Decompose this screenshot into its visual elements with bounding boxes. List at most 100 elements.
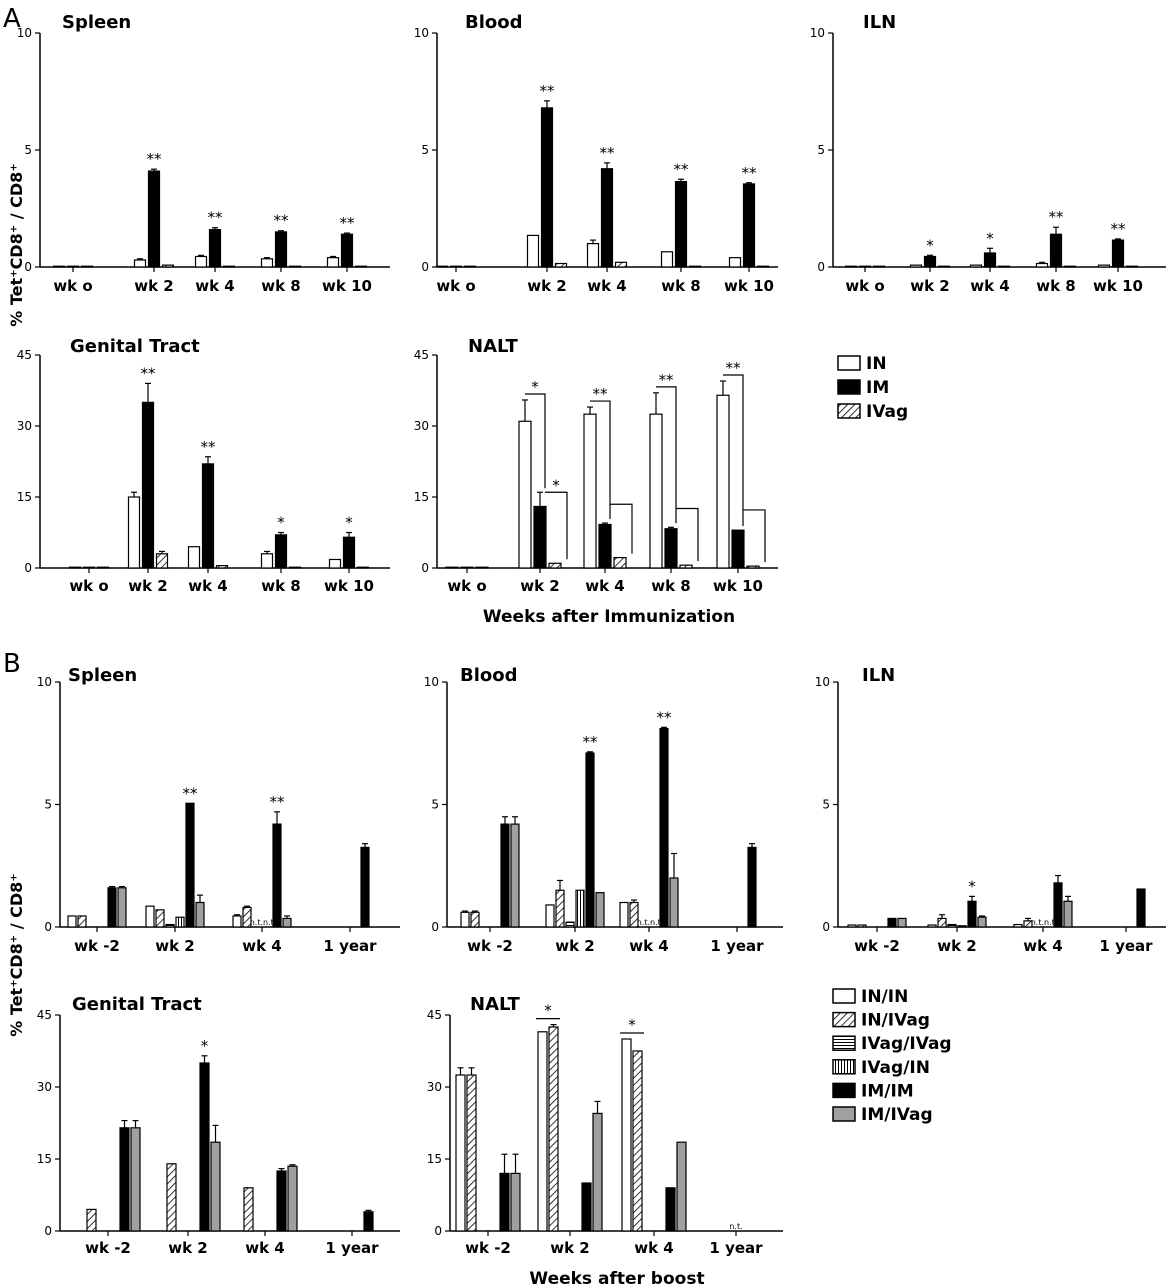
bar-im-im (272, 823, 282, 928)
legend-swatch-ivag (837, 403, 861, 419)
category-label: wk 2 (168, 1239, 208, 1257)
significance-label: ** (726, 359, 742, 377)
y-tick-label: 10 (810, 26, 825, 40)
bar-in (326, 257, 340, 268)
significance-label: * (201, 1037, 209, 1055)
bar-in-ivag (466, 1074, 477, 1232)
chart-a-spleen: Spleen 0 5 10 wk o wk 2 ** wk 4 ** wk 8 ** wk 10 ** (17, 12, 390, 295)
chart-b-nalt: NALT 0 15 30 45 wk -2 wk 2 * wk 4 * 1 year n.t. (427, 994, 783, 1257)
bar-im-im (665, 1187, 676, 1232)
bar-ivag (613, 556, 627, 569)
bar-in-ivag (86, 1208, 97, 1232)
bar-im (600, 168, 614, 268)
legend-a: IN IM IVag (837, 354, 908, 422)
significance-label: * (552, 476, 560, 494)
category-label: wk 2 (550, 1239, 590, 1257)
chart-b-iln: ILN 0 5 10 wk -2 wk 2 * wk 4 n.t.n.t. 1 year (815, 665, 1166, 955)
bar-ivag (1125, 265, 1139, 268)
bar-ivag (288, 566, 302, 569)
legend-label-im-im: IM/IM (861, 1081, 914, 1101)
bar-in (969, 264, 983, 268)
significance-label: ** (1049, 208, 1065, 226)
bar-ivag (288, 265, 302, 268)
bar-ivag (215, 565, 229, 569)
y-tick-label: 10 (424, 675, 439, 689)
chart-b-genital-tract: Genital Tract 0 15 30 45 wk -2 wk 2 * wk 4 1 year (37, 994, 400, 1257)
bar-im-ivag (676, 1141, 687, 1232)
bar-in-ivag (937, 917, 947, 928)
category-label: wk 2 (555, 937, 595, 955)
bar-im-im (500, 823, 510, 928)
x-axis-label-a: Weeks after Immunization (483, 607, 735, 627)
bar-in (260, 553, 274, 569)
y-tick-label: 0 (44, 1224, 52, 1238)
bar-im-ivag (595, 892, 605, 928)
category-label: wk 4 (634, 1239, 674, 1257)
bar-in-ivag (632, 1050, 643, 1232)
bar-in (328, 558, 342, 569)
y-tick-label: 45 (37, 1008, 52, 1022)
y-axis-label-a: % Tet⁺CD8⁺ / CD8⁺ (7, 163, 26, 327)
category-label: wk -2 (467, 937, 513, 955)
significance-bracket (656, 386, 677, 524)
y-tick-label: 0 (44, 920, 52, 934)
category-label: wk 8 (261, 277, 301, 295)
significance-label: ** (270, 793, 286, 811)
bar-im-im (276, 1170, 287, 1232)
legend-label-ivag-ivag: IVag/IVag (861, 1034, 952, 1054)
bar-im-im (185, 802, 195, 928)
bar-im-im (887, 917, 897, 928)
bar-in-ivag (470, 911, 480, 928)
y-tick-label: 5 (24, 143, 32, 157)
bar-im (664, 528, 678, 569)
bar-im (533, 505, 547, 569)
y-tick-label: 30 (17, 419, 32, 433)
category-label: wk 2 (134, 277, 174, 295)
y-tick-label: 45 (427, 1008, 442, 1022)
bar-in-ivag (166, 1163, 177, 1232)
bar-in-ivag (77, 915, 87, 928)
category-label: 1 year (325, 1239, 379, 1257)
legend-swatch-im (837, 379, 861, 395)
bar-in-in (537, 1031, 548, 1232)
bar-ivag (356, 566, 370, 569)
bar-in (526, 234, 540, 268)
significance-label: ** (593, 385, 609, 403)
category-label: wk 2 (937, 937, 977, 955)
category-label: wk 2 (155, 937, 195, 955)
y-tick-label: 0 (24, 260, 32, 274)
chart-title: Spleen (68, 665, 137, 686)
significance-bracket (743, 509, 766, 563)
bar-im (340, 233, 354, 268)
category-label: wk 10 (324, 577, 374, 595)
bar-ivag (1063, 265, 1077, 268)
bar-im (82, 566, 96, 569)
bar-in (649, 413, 663, 569)
bar-im-im (581, 1182, 592, 1232)
bar-ivag (937, 265, 951, 268)
bar-in (435, 265, 449, 268)
bar-im-im (363, 1211, 374, 1232)
bar-im (274, 534, 288, 569)
bar-ivag-in (957, 925, 967, 928)
bar-im-im (499, 1172, 510, 1232)
chart-title: NALT (468, 336, 518, 357)
significance-label: * (926, 236, 934, 254)
bar-in (260, 258, 274, 268)
y-tick-label: 0 (431, 920, 439, 934)
bar-im (598, 523, 612, 569)
significance-label: * (531, 378, 539, 396)
category-label: 1 year (710, 937, 764, 955)
y-tick-label: 45 (17, 348, 32, 362)
y-axis-label-b: % Tet⁺CD8⁺ / CD8⁺ (7, 873, 26, 1037)
y-tick-label: 5 (822, 798, 830, 812)
bar-in (660, 251, 674, 268)
bar-ivag (161, 264, 175, 268)
significance-label: ** (208, 209, 224, 227)
significance-label: ** (183, 784, 199, 802)
bar-ivag (688, 265, 702, 268)
bar-ivag (463, 265, 477, 268)
bar-in-ivag (548, 1026, 559, 1232)
y-tick-label: 5 (421, 143, 429, 157)
bar-in-in (847, 924, 857, 928)
